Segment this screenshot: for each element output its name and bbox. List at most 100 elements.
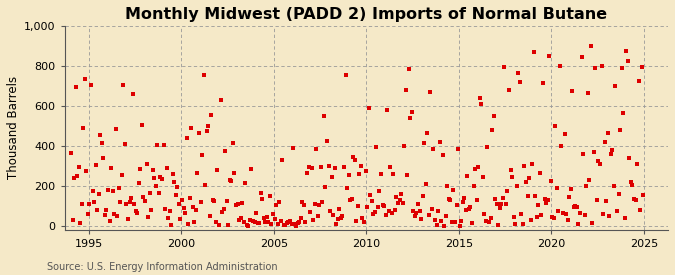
Point <box>512 183 522 188</box>
Point <box>226 179 237 183</box>
Point <box>633 79 644 84</box>
Point <box>72 174 82 178</box>
Point <box>201 129 212 133</box>
Point <box>196 153 207 158</box>
Point <box>291 224 302 228</box>
Point <box>334 207 345 211</box>
Point <box>172 185 183 189</box>
Point <box>626 179 637 184</box>
Point <box>121 202 132 207</box>
Point <box>229 171 240 175</box>
Point <box>123 217 134 221</box>
Point <box>634 208 645 212</box>
Point <box>533 203 544 208</box>
Point <box>437 153 448 158</box>
Point <box>464 207 475 211</box>
Point <box>256 197 267 202</box>
Point <box>522 194 533 198</box>
Point <box>249 219 260 224</box>
Point <box>323 164 334 168</box>
Point <box>423 213 434 217</box>
Point <box>237 200 248 205</box>
Point <box>255 191 266 196</box>
Point <box>434 140 445 144</box>
Point <box>152 143 163 147</box>
Point <box>144 191 155 196</box>
Point <box>298 203 309 207</box>
Point <box>382 108 393 112</box>
Point <box>491 202 502 207</box>
Point <box>209 199 220 203</box>
Text: Source: U.S. Energy Information Administration: Source: U.S. Energy Information Administ… <box>47 262 278 272</box>
Point <box>297 200 308 204</box>
Point <box>117 173 128 177</box>
Point <box>70 84 81 89</box>
Point <box>596 64 607 68</box>
Point <box>436 219 447 224</box>
Point <box>615 128 626 132</box>
Point <box>475 96 485 100</box>
Point <box>501 201 512 206</box>
Point <box>519 164 530 168</box>
Point <box>75 220 86 225</box>
Point <box>303 164 314 169</box>
Point <box>363 106 374 111</box>
Point <box>217 210 227 214</box>
Point <box>227 141 238 146</box>
Point <box>595 162 605 166</box>
Point <box>482 145 493 149</box>
Point <box>74 165 84 169</box>
Point <box>153 191 164 196</box>
Point <box>269 216 280 221</box>
Point <box>98 156 109 161</box>
Point <box>84 202 95 206</box>
Point <box>514 79 525 84</box>
Point <box>325 209 335 213</box>
Point <box>274 200 285 205</box>
Point <box>339 165 350 169</box>
Point <box>414 208 425 213</box>
Point <box>465 205 476 209</box>
Point <box>244 218 255 222</box>
Point <box>410 213 421 218</box>
Point <box>383 208 394 213</box>
Point <box>516 212 526 216</box>
Point <box>558 210 568 215</box>
Point <box>95 133 106 137</box>
Point <box>466 221 477 226</box>
Point <box>283 220 294 225</box>
Point <box>329 166 340 170</box>
Point <box>479 211 490 216</box>
Point <box>504 88 514 92</box>
Point <box>612 208 622 213</box>
Point <box>225 178 236 183</box>
Point <box>81 169 92 173</box>
Point <box>373 205 383 209</box>
Point <box>218 207 229 211</box>
Point <box>593 159 604 163</box>
Point <box>583 91 593 95</box>
Point <box>536 213 547 217</box>
Point <box>601 199 612 204</box>
Point <box>110 127 121 132</box>
Point <box>362 205 373 210</box>
Point <box>609 184 620 188</box>
Point <box>278 223 289 227</box>
Point <box>493 223 504 227</box>
Point <box>402 173 412 177</box>
Point <box>416 217 427 221</box>
Point <box>132 211 142 216</box>
Point <box>380 213 391 217</box>
Point <box>454 223 465 228</box>
Point <box>189 220 200 224</box>
Point <box>345 198 356 202</box>
Point <box>112 214 123 219</box>
Point <box>456 219 466 223</box>
Point <box>280 223 291 227</box>
Point <box>418 141 429 145</box>
Point <box>386 211 397 215</box>
Point <box>343 173 354 177</box>
Point <box>292 221 303 226</box>
Point <box>584 178 595 182</box>
Point <box>632 162 643 166</box>
